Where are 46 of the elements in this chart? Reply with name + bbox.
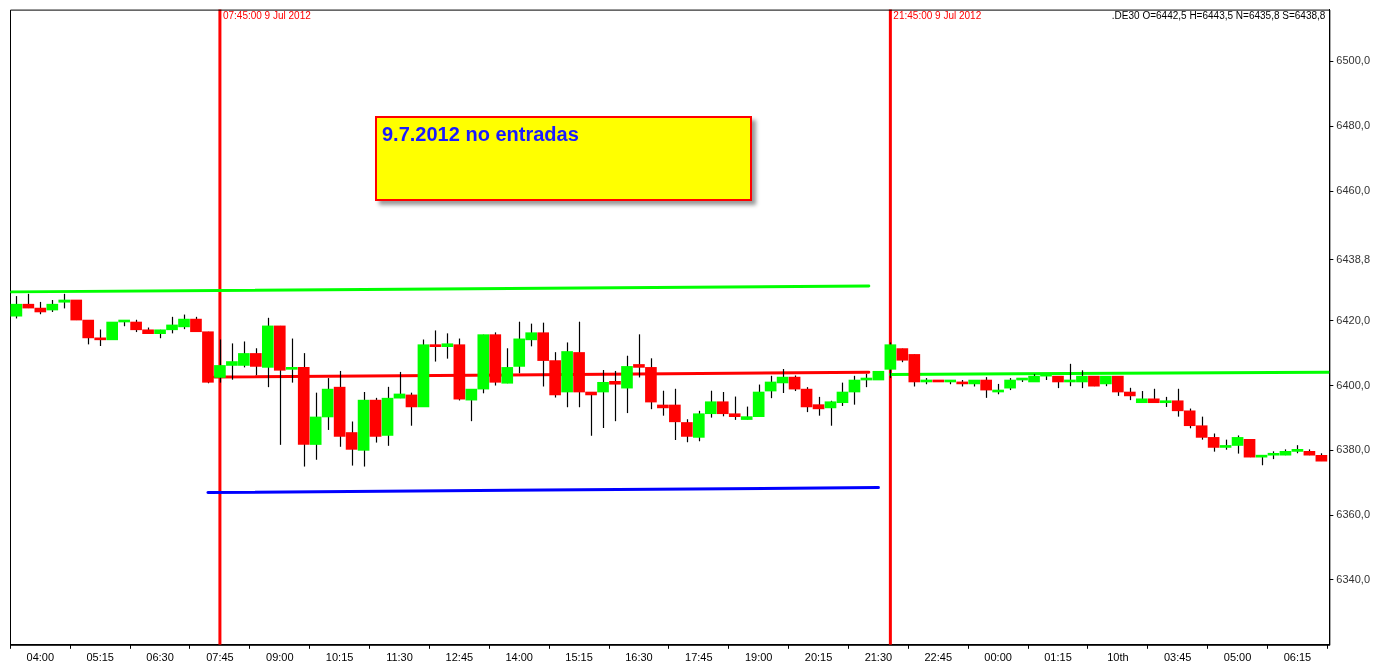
candlestick [441, 332, 454, 360]
y-tick-label: 6400,0 [1336, 378, 1371, 391]
chart-title: .DE30 O=6442,5 H=6443,5 N=6435,8 S=6438,8 [1111, 10, 1326, 22]
x-tick-label: 19:00 [744, 651, 773, 664]
x-tick-label: 01:15 [1044, 651, 1072, 664]
x-tick-label: 07:45 [206, 651, 234, 664]
y-tick-label: 6380,0 [1336, 443, 1371, 456]
x-tick-label: 21:30 [864, 651, 893, 664]
x-tick-label: 17:45 [685, 651, 713, 664]
candlestick [1112, 375, 1124, 397]
x-tick-label: 04:00 [26, 651, 55, 664]
x-tick-label: 20:15 [804, 651, 833, 664]
ref-line-label: 21:45:00 9 Jul 2012 [893, 10, 982, 22]
x-tick-label: 15:15 [565, 651, 593, 664]
y-tick-label: 6340,0 [1336, 573, 1371, 586]
x-tick-label: 14:00 [505, 651, 533, 664]
candlestick [980, 376, 992, 399]
y-tick-label: 6500,0 [1336, 54, 1371, 67]
candlestick [621, 355, 633, 414]
x-tick-label: 09:00 [266, 651, 294, 664]
x-tick-label: 11:30 [386, 651, 413, 664]
candlestick [597, 369, 609, 429]
x-tick-label: 22:45 [924, 651, 953, 664]
y-tick-label: 6460,0 [1336, 184, 1371, 197]
y-tick-label: 6420,0 [1336, 313, 1371, 326]
x-tick-label: 03:45 [1163, 651, 1192, 664]
candlestick [82, 319, 95, 345]
x-tick-label: 10:15 [325, 651, 354, 664]
x-tick-label: 05:00 [1223, 651, 1252, 664]
y-tick-label: 6438,8 [1336, 252, 1371, 265]
x-tick-label: 00:00 [984, 651, 1012, 664]
annotation: 9.7.2012 no entradas [382, 123, 579, 146]
x-tick-label: 06:15 [1283, 651, 1312, 664]
candlestick [285, 337, 298, 384]
ref-line-label: 07:45:00 9 Jul 2012 [222, 10, 312, 22]
candlestick [429, 329, 442, 363]
x-tick-label: 16:30 [625, 651, 653, 664]
note-box: 9.7.2012 no entradas [375, 116, 752, 201]
y-tick-label: 6480,0 [1336, 119, 1371, 132]
x-tick-label: 06:30 [146, 651, 174, 664]
y-tick-label: 6360,0 [1336, 508, 1371, 521]
x-tick-label: 05:15 [86, 651, 114, 664]
x-tick-label: 10th [1107, 651, 1129, 664]
candlestick [501, 347, 514, 384]
candlestick [681, 418, 693, 443]
x-tick-label: 12:45 [445, 651, 474, 664]
